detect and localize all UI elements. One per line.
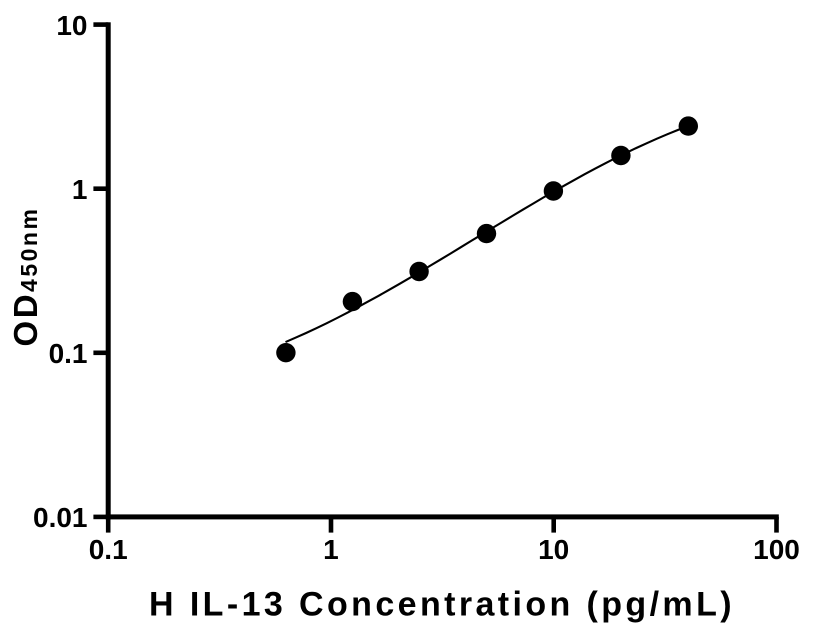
svg-text:0.1: 0.1 (49, 338, 88, 369)
svg-text:100: 100 (753, 534, 800, 565)
svg-text:0.01: 0.01 (33, 502, 88, 533)
svg-text:1: 1 (323, 534, 339, 565)
svg-text:10: 10 (538, 534, 569, 565)
svg-text:10: 10 (56, 10, 87, 41)
svg-text:1: 1 (72, 174, 88, 205)
svg-text:0.1: 0.1 (89, 534, 128, 565)
svg-text:H IL-13 Concentration (pg/mL): H IL-13 Concentration (pg/mL) (149, 585, 735, 623)
